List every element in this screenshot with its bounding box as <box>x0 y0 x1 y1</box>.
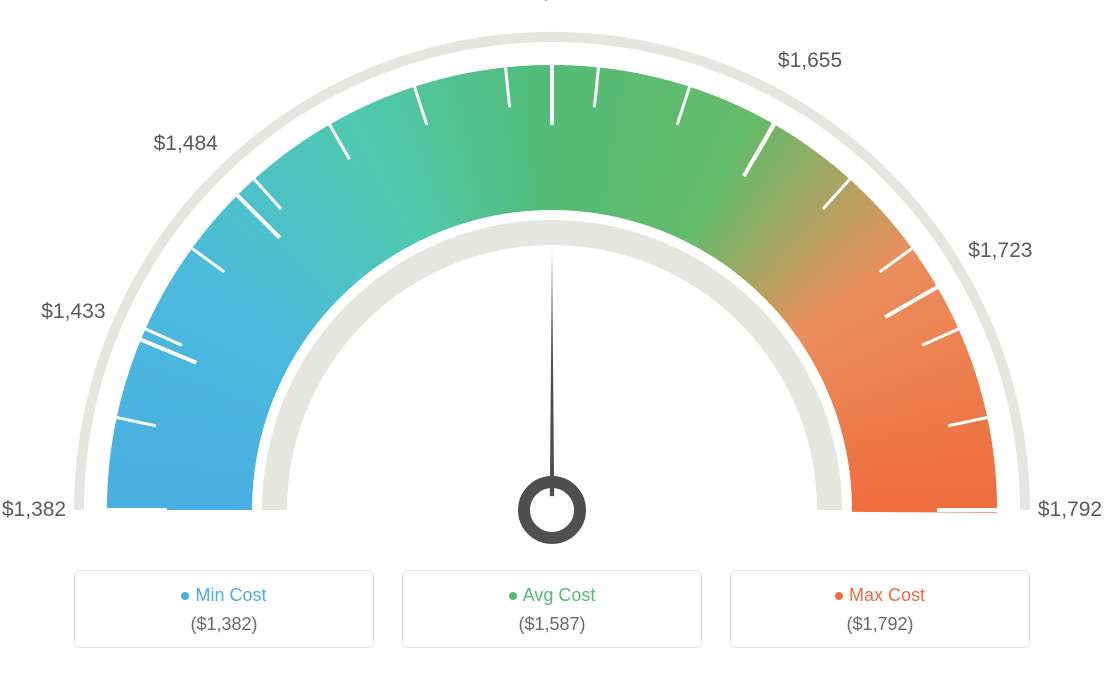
gauge-tick-label: $1,723 <box>968 239 1032 263</box>
dot-icon <box>835 592 843 600</box>
min-label: Min Cost <box>195 585 266 605</box>
legend-title-min: Min Cost <box>75 585 373 606</box>
legend-title-avg: Avg Cost <box>403 585 701 606</box>
gauge-tick-label: $1,792 <box>1038 498 1102 522</box>
legend-card-max: Max Cost ($1,792) <box>730 570 1030 648</box>
dot-icon <box>181 592 189 600</box>
max-value: ($1,792) <box>731 614 1029 635</box>
legend-title-max: Max Cost <box>731 585 1029 606</box>
legend-card-avg: Avg Cost ($1,587) <box>402 570 702 648</box>
gauge-svg <box>0 0 1104 560</box>
gauge-tick-label: $1,382 <box>2 498 66 522</box>
min-value: ($1,382) <box>75 614 373 635</box>
gauge-tick-label: $1,484 <box>154 132 218 156</box>
gauge-tick-label: $1,433 <box>41 300 105 324</box>
dot-icon <box>509 592 517 600</box>
legend-card-min: Min Cost ($1,382) <box>74 570 374 648</box>
gauge-chart: $1,382 $1,433 $1,484 $1,587 $1,655 $1,723 $1,7… <box>0 0 1104 560</box>
gauge-tick-label: $1,655 <box>778 49 842 73</box>
avg-label: Avg Cost <box>523 585 596 605</box>
legend-row: Min Cost ($1,382) Avg Cost ($1,587) Max … <box>0 570 1104 648</box>
gauge-tick-label: $1,587 <box>520 0 584 4</box>
max-label: Max Cost <box>849 585 925 605</box>
avg-value: ($1,587) <box>403 614 701 635</box>
